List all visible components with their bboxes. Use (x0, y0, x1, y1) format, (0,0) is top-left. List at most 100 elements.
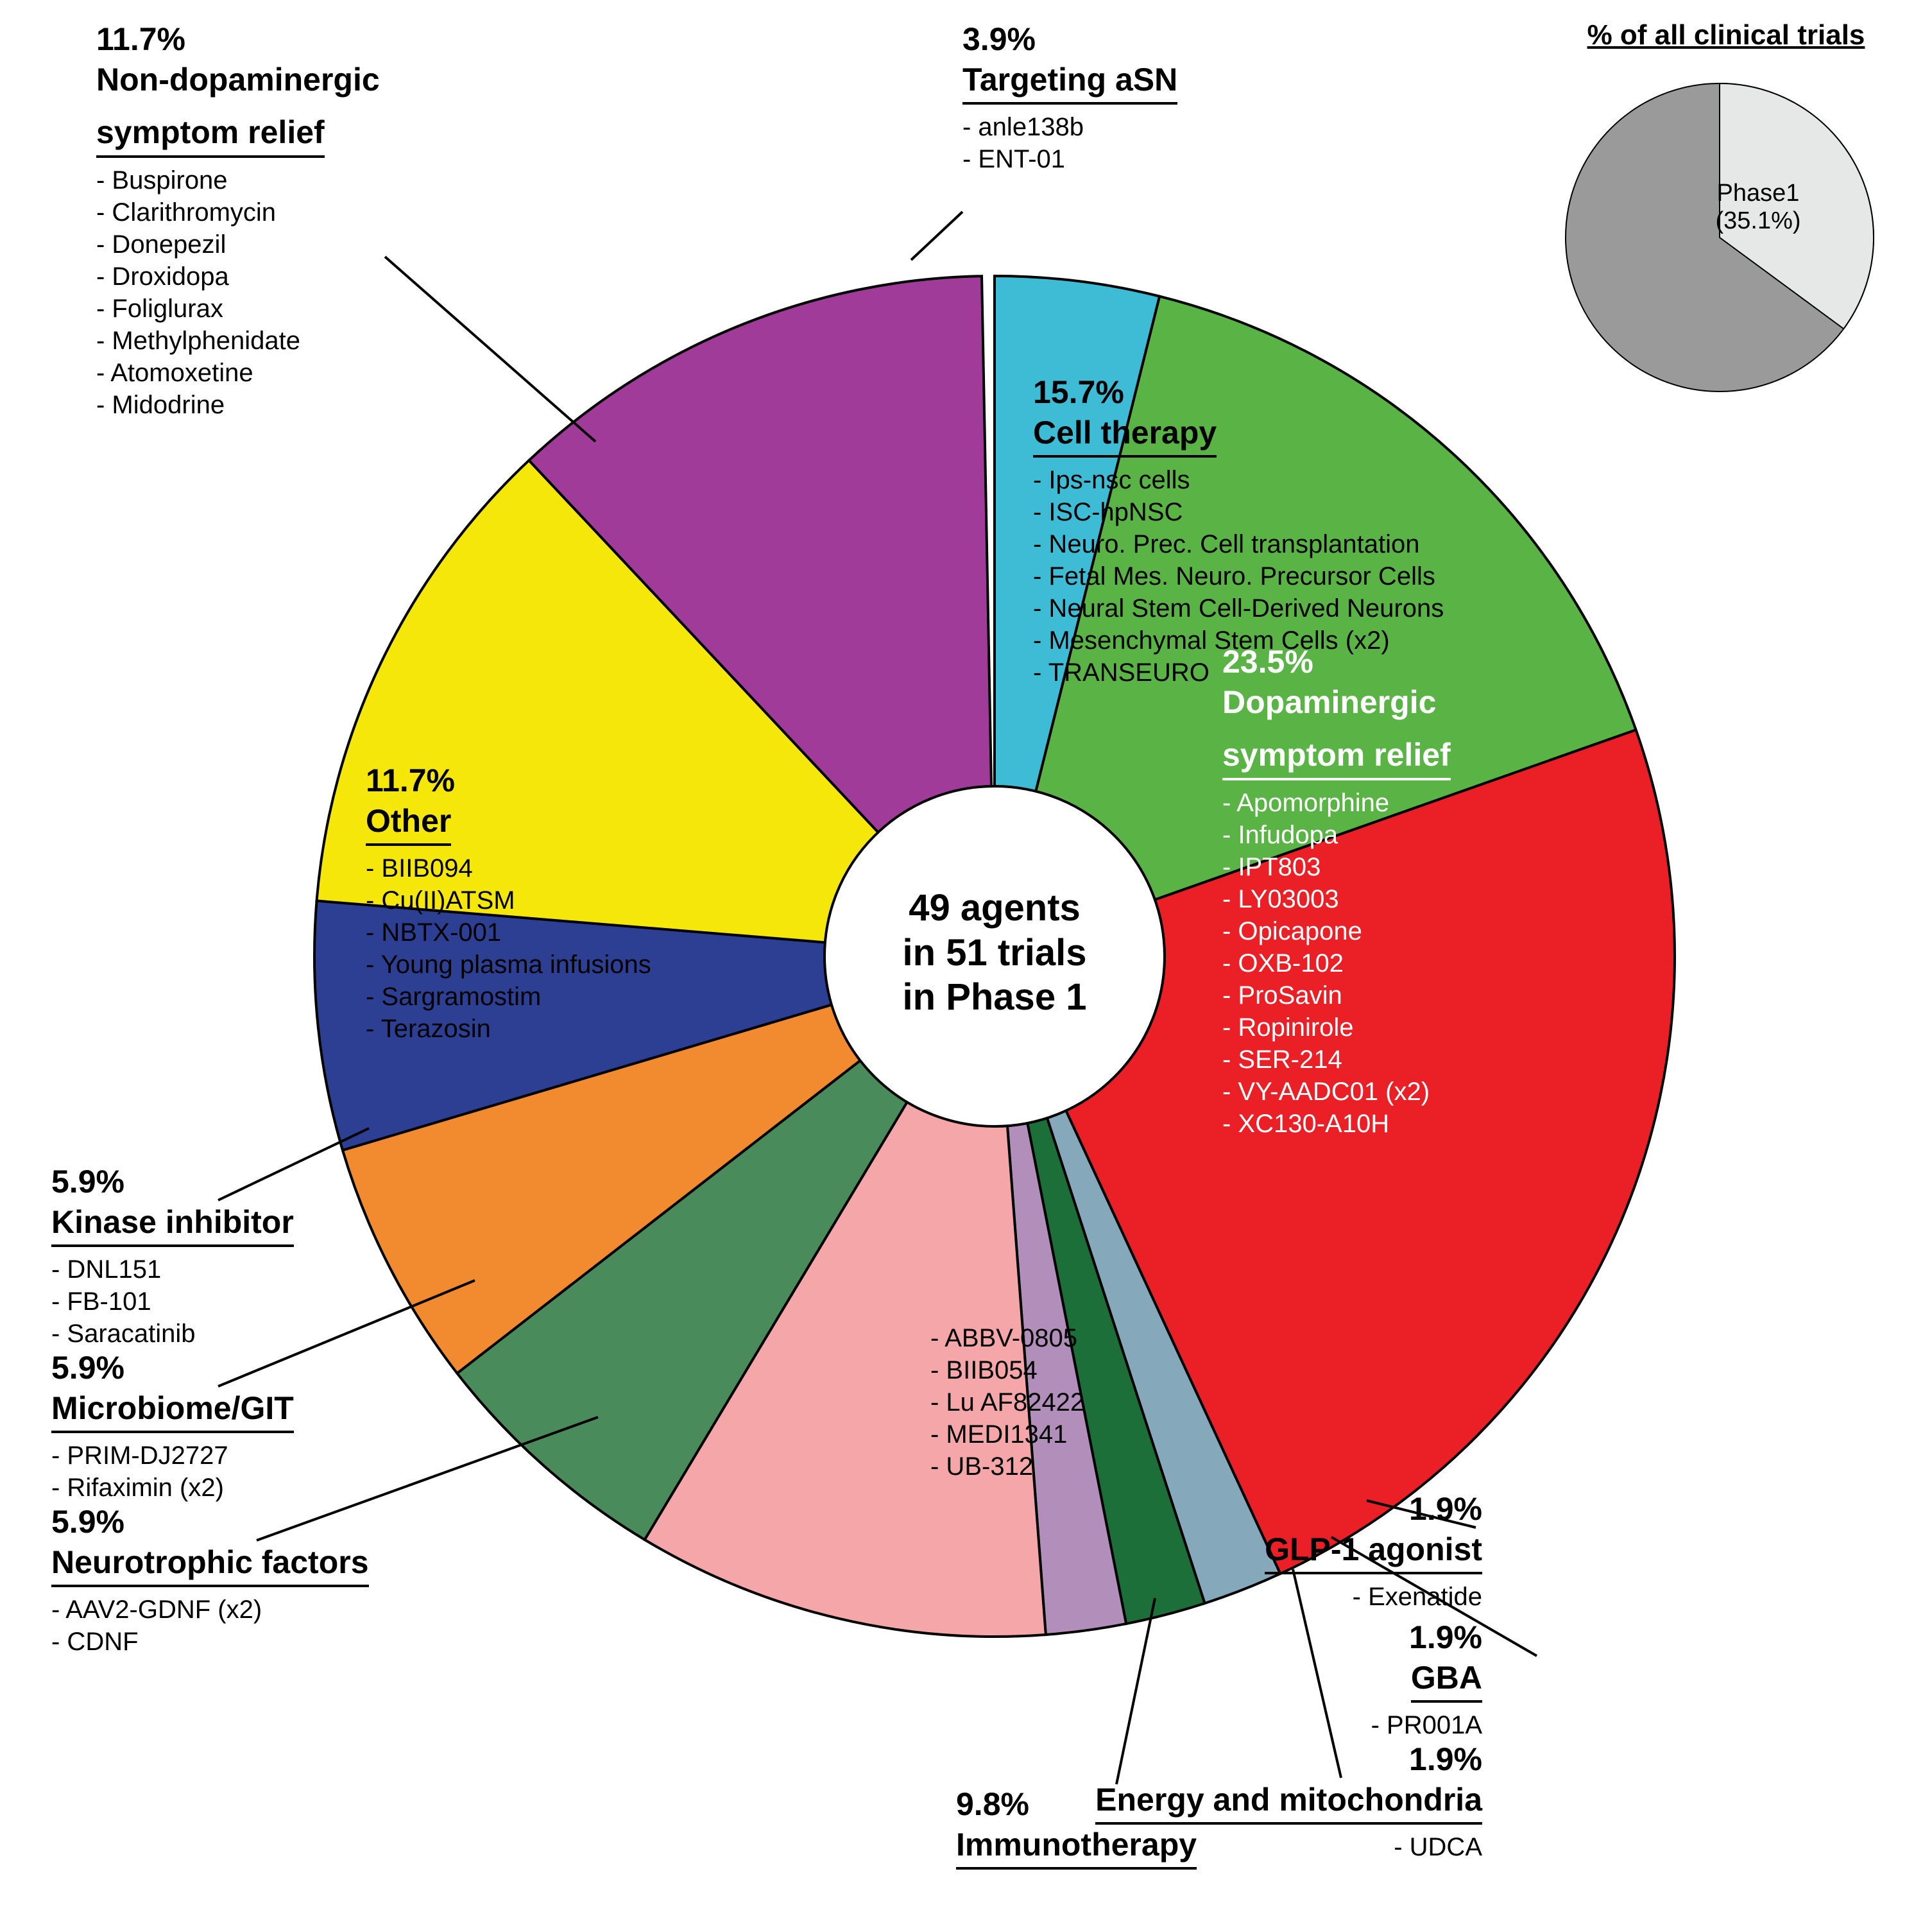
items-non_dopa: - Buspirone- Clarithromycin- Donepezil- … (96, 164, 380, 421)
item-non_dopa-4: - Foliglurax (96, 293, 380, 325)
pct-glp1: 1.9% (1265, 1489, 1482, 1529)
items-gba: - PR001A (1371, 1709, 1482, 1741)
item-neurotrophic-0: - AAV2-GDNF (x2) (51, 1594, 369, 1626)
title-cell_therapy-0: Cell therapy (1033, 413, 1217, 458)
item-non_dopa-5: - Methylphenidate (96, 325, 380, 357)
pct-other: 11.7% (366, 761, 651, 801)
item-immuno-4: - UB-312 (930, 1450, 1084, 1483)
item-gba-0: - PR001A (1371, 1709, 1482, 1741)
center-line-1: 49 agents (866, 886, 1123, 931)
title-gba-0: GBA (1411, 1658, 1482, 1703)
pct-immuno: 9.8% (956, 1784, 1197, 1825)
label-non_dopa: 11.7%Non-dopaminergic symptom relief - Bus… (96, 19, 380, 421)
pct-gba: 1.9% (1371, 1617, 1482, 1658)
item-immuno-1: - BIIB054 (930, 1354, 1084, 1386)
pct-neurotrophic: 5.9% (51, 1502, 369, 1542)
pct-dopaminergic: 23.5% (1222, 642, 1451, 682)
item-non_dopa-7: - Midodrine (96, 389, 380, 421)
item-dopaminergic-3: - LY03003 (1222, 883, 1451, 915)
label-dopaminergic: 23.5%Dopaminergic symptom relief - Apomorp… (1222, 642, 1451, 1140)
title-dopaminergic-0: Dopaminergic (1222, 682, 1451, 723)
item-immuno-3: - MEDI1341 (930, 1418, 1084, 1450)
title-immuno-0: Immunotherapy (956, 1825, 1197, 1870)
label-glp1: 1.9%GLP-1 agonist - Exenatide (1265, 1489, 1482, 1613)
label-neurotrophic: 5.9%Neurotrophic factors - AAV2-GDNF (x2)… (51, 1502, 369, 1658)
pct-targeting_asn: 3.9% (962, 19, 1177, 60)
center-hub-label: 49 agents in 51 trials in Phase 1 (866, 886, 1123, 1020)
title-non_dopa-1: symptom relief (96, 112, 325, 158)
label-kinase: 5.9%Kinase inhibitor - DNL151- FB-101- Sa… (51, 1162, 294, 1350)
item-other-4: - Sargramostim (366, 981, 651, 1013)
item-cell_therapy-4: - Neural Stem Cell-Derived Neurons (1033, 592, 1444, 624)
item-neurotrophic-1: - CDNF (51, 1626, 369, 1658)
item-cell_therapy-0: - Ips-nsc cells (1033, 464, 1444, 496)
label-gba: 1.9%GBA - PR001A (1371, 1617, 1482, 1741)
mini-chart-title: % of all clinical trials (1566, 19, 1886, 51)
title-neurotrophic-0: Neurotrophic factors (51, 1542, 369, 1588)
item-immuno-2: - Lu AF82422 (930, 1386, 1084, 1418)
items-targeting_asn: - anle138b- ENT-01 (962, 111, 1177, 175)
label-microbiome: 5.9%Microbiome/GIT - PRIM-DJ2727- Rifaxim… (51, 1348, 294, 1504)
title-dopaminergic-1: symptom relief (1222, 735, 1451, 780)
item-cell_therapy-3: - Fetal Mes. Neuro. Precursor Cells (1033, 560, 1444, 592)
items-immuno: - ABBV-0805- BIIB054- Lu AF82422- MEDI13… (930, 1322, 1084, 1483)
item-other-0: - BIIB094 (366, 852, 651, 884)
item-dopaminergic-0: - Apomorphine (1222, 787, 1451, 819)
chart-canvas: % of all clinical trials Phase1 (35.1%) … (0, 0, 1932, 1928)
title-microbiome-0: Microbiome/GIT (51, 1388, 294, 1434)
item-glp1-0: - Exenatide (1265, 1581, 1482, 1613)
item-dopaminergic-9: - VY-AADC01 (x2) (1222, 1076, 1451, 1108)
item-cell_therapy-1: - ISC-hpNSC (1033, 496, 1444, 528)
label-immuno: - ABBV-0805- BIIB054- Lu AF82422- MEDI13… (930, 1322, 1084, 1483)
pct-non_dopa: 11.7% (96, 19, 380, 60)
title-other-0: Other (366, 801, 451, 847)
item-other-5: - Terazosin (366, 1013, 651, 1045)
item-targeting_asn-1: - ENT-01 (962, 143, 1177, 175)
item-non_dopa-2: - Donepezil (96, 228, 380, 261)
item-microbiome-1: - Rifaximin (x2) (51, 1472, 294, 1504)
items-neurotrophic: - AAV2-GDNF (x2)- CDNF (51, 1594, 369, 1658)
item-dopaminergic-7: - Ropinirole (1222, 1011, 1451, 1044)
title-targeting_asn-0: Targeting aSN (962, 60, 1177, 105)
pct-kinase: 5.9% (51, 1162, 294, 1202)
mini-phase1-line1: Phase1 (1717, 180, 1800, 207)
item-dopaminergic-5: - OXB-102 (1222, 947, 1451, 979)
item-immuno-0: - ABBV-0805 (930, 1322, 1084, 1354)
item-dopaminergic-8: - SER-214 (1222, 1044, 1451, 1076)
items-kinase: - DNL151- FB-101- Saracatinib (51, 1253, 294, 1350)
item-non_dopa-3: - Droxidopa (96, 261, 380, 293)
center-line-2: in 51 trials (866, 931, 1123, 976)
item-kinase-0: - DNL151 (51, 1253, 294, 1286)
item-dopaminergic-2: - IPT803 (1222, 851, 1451, 883)
item-non_dopa-6: - Atomoxetine (96, 357, 380, 389)
item-other-3: - Young plasma infusions (366, 949, 651, 981)
item-microbiome-0: - PRIM-DJ2727 (51, 1440, 294, 1472)
item-dopaminergic-4: - Opicapone (1222, 915, 1451, 947)
mini-phase1-line2: (35.1%) (1715, 207, 1800, 234)
label-targeting_asn: 3.9%Targeting aSN - anle138b- ENT-01 (962, 19, 1177, 175)
items-dopaminergic: - Apomorphine- Infudopa- IPT803- LY03003… (1222, 787, 1451, 1140)
title-glp1-0: GLP-1 agonist (1265, 1529, 1482, 1575)
title-non_dopa-0: Non-dopaminergic (96, 60, 380, 100)
pct-energy: 1.9% (1095, 1739, 1482, 1780)
center-line-3: in Phase 1 (866, 975, 1123, 1020)
label-immuno: 9.8%Immunotherapy (956, 1784, 1197, 1876)
item-cell_therapy-2: - Neuro. Prec. Cell transplantation (1033, 528, 1444, 560)
items-glp1: - Exenatide (1265, 1581, 1482, 1613)
item-non_dopa-0: - Buspirone (96, 164, 380, 196)
item-other-1: - Cu(II)ATSM (366, 884, 651, 917)
item-non_dopa-1: - Clarithromycin (96, 196, 380, 228)
mini-chart-phase1-label: Phase1 (35.1%) (1688, 180, 1829, 235)
item-kinase-1: - FB-101 (51, 1286, 294, 1318)
item-targeting_asn-0: - anle138b (962, 111, 1177, 143)
item-other-2: - NBTX-001 (366, 917, 651, 949)
pct-cell_therapy: 15.7% (1033, 372, 1444, 413)
item-dopaminergic-10: - XC130-A10H (1222, 1108, 1451, 1140)
title-kinase-0: Kinase inhibitor (51, 1202, 294, 1248)
item-kinase-2: - Saracatinib (51, 1318, 294, 1350)
item-dopaminergic-6: - ProSavin (1222, 979, 1451, 1011)
item-dopaminergic-1: - Infudopa (1222, 819, 1451, 851)
items-other: - BIIB094- Cu(II)ATSM- NBTX-001- Young p… (366, 852, 651, 1045)
label-other: 11.7%Other - BIIB094- Cu(II)ATSM- NBTX-00… (366, 761, 651, 1045)
pct-microbiome: 5.9% (51, 1348, 294, 1388)
